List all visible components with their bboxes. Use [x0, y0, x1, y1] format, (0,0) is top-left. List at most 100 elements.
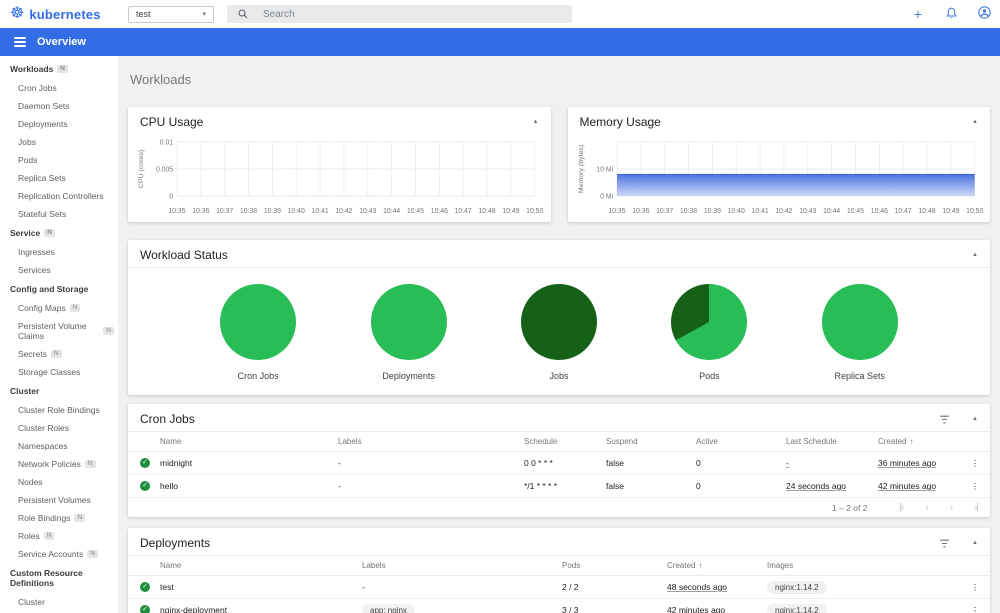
sidebar-item-cluster[interactable]: Cluster — [0, 593, 118, 611]
sidebar-item-config-maps[interactable]: Config Maps N — [0, 299, 118, 317]
sidebar-item-role-bindings[interactable]: Role Bindings N — [0, 509, 118, 527]
status-ok-icon: ✓ — [130, 605, 160, 613]
column-header-suspend[interactable]: Suspend — [606, 437, 696, 446]
image-chip: nginx:1.14.2 — [767, 580, 827, 594]
table-row: ✓ test - 2 / 2 48 seconds ago nginx:1.14.2 ⋮ — [128, 576, 990, 599]
sidebar-item-deployments[interactable]: Deployments — [0, 115, 118, 133]
column-header-schedule[interactable]: Schedule — [524, 437, 606, 446]
first-page-button[interactable]: |‹ — [899, 502, 904, 513]
column-header-labels[interactable]: Labels — [338, 437, 524, 446]
sidebar-item-network-policies[interactable]: Network Policies N — [0, 455, 118, 473]
column-header-active[interactable]: Active — [696, 437, 786, 446]
column-header-name[interactable]: Name — [160, 561, 362, 570]
row-menu-button[interactable]: ⋮ — [970, 480, 980, 491]
deployment-name-link[interactable]: test — [160, 582, 174, 592]
column-header-created[interactable]: Created ↑ — [878, 437, 962, 446]
sidebar-item-stateful-sets[interactable]: Stateful Sets — [0, 205, 118, 223]
sidebar-item-nodes[interactable]: Nodes — [0, 473, 118, 491]
sidebar-item-service-accounts[interactable]: Service Accounts N — [0, 545, 118, 563]
pie-chart-jobs[interactable] — [520, 284, 597, 360]
collapse-caret-icon[interactable]: ▲ — [972, 416, 978, 422]
sidebar-item-roles[interactable]: Roles N — [0, 527, 118, 545]
notifications-bell-icon[interactable] — [943, 6, 959, 22]
prev-page-button[interactable]: ‹ — [925, 502, 929, 513]
row-menu-button[interactable]: ⋮ — [970, 604, 980, 613]
next-page-button[interactable]: › — [949, 502, 954, 513]
deployment-name-link[interactable]: nginx-deployment — [160, 605, 228, 613]
collapse-caret-icon[interactable]: ▲ — [972, 252, 978, 258]
row-menu-button[interactable]: ⋮ — [970, 457, 980, 468]
table-header-row: Name Labels Pods Created ↑ Images — [128, 555, 990, 576]
column-header-name[interactable]: Name — [160, 437, 338, 446]
sidebar-item-jobs[interactable]: Jobs — [0, 133, 118, 151]
sidebar-section-workloads[interactable]: Workloads N — [0, 59, 118, 79]
search-icon — [238, 9, 248, 19]
column-header-created[interactable]: Created ↑ — [667, 561, 767, 570]
svg-text:10:41: 10:41 — [751, 208, 768, 215]
sidebar-item-cluster-roles[interactable]: Cluster Roles — [0, 419, 118, 437]
sidebar-item-namespaces[interactable]: Namespaces — [0, 437, 118, 455]
kubernetes-logo[interactable]: ☸ kubernetes — [10, 6, 118, 22]
collapse-caret-icon[interactable]: ▲ — [532, 119, 539, 125]
sidebar-item-daemon-sets[interactable]: Daemon Sets — [0, 97, 118, 115]
namespace-value: test — [136, 9, 151, 19]
sidebar-section-config-and-storage[interactable]: Config and Storage — [0, 279, 118, 299]
pie-chart-replica-sets[interactable] — [821, 284, 898, 360]
search-bar[interactable] — [227, 5, 572, 23]
sidebar-nav: Workloads N Cron Jobs Daemon Sets Deployment… — [0, 56, 118, 613]
sidebar-item-pods[interactable]: Pods — [0, 151, 118, 169]
search-input[interactable] — [263, 8, 523, 20]
sidebar-item-storage-classes[interactable]: Storage Classes — [0, 363, 118, 381]
pie-chart-deployments[interactable] — [370, 284, 447, 360]
sidebar-item-label: Stateful Sets — [18, 209, 67, 219]
sidebar-item-replication-controllers[interactable]: Replication Controllers — [0, 187, 118, 205]
column-header-images[interactable]: Images — [767, 561, 962, 570]
sidebar-item-cluster-role-bindings[interactable]: Cluster Role Bindings — [0, 401, 118, 419]
last-page-button[interactable]: ›| — [974, 502, 979, 513]
column-header-last-schedule[interactable]: Last Schedule — [786, 437, 878, 446]
sidebar-item-ingresses[interactable]: Ingresses — [0, 243, 118, 261]
account-user-icon[interactable] — [976, 6, 992, 22]
sidebar-item-services[interactable]: Services — [0, 261, 118, 279]
sidebar-section-label: Custom Resource Definitions — [10, 568, 83, 588]
svg-text:0.005: 0.005 — [156, 166, 173, 173]
last-schedule-value: 24 seconds ago — [786, 481, 847, 491]
cronjob-name-link[interactable]: hello — [160, 481, 178, 491]
collapse-caret-icon[interactable]: ▲ — [972, 119, 978, 125]
check-icon: ✓ — [140, 458, 150, 468]
create-plus-icon[interactable]: + — [913, 6, 923, 22]
cronjob-name-link[interactable]: midnight — [160, 458, 193, 468]
memory-usage-chart: Memory (bytes) 10:35 10:36 10:37 10:38 10:39 1… — [568, 134, 991, 225]
filter-icon[interactable] — [939, 539, 950, 548]
sidebar-section-service[interactable]: Service N — [0, 223, 118, 243]
pie-chart-cron-jobs[interactable] — [220, 284, 297, 360]
table-row: ✓ hello - */1 * * * * false 0 24 seconds ago 42… — [128, 475, 990, 498]
collapse-caret-icon[interactable]: ▲ — [972, 540, 978, 546]
sidebar-section-cluster[interactable]: Cluster — [0, 381, 118, 401]
row-menu-button[interactable]: ⋮ — [970, 581, 980, 592]
header-actions: + — [910, 0, 992, 28]
labels-cell: - — [338, 481, 341, 491]
column-header-labels[interactable]: Labels — [362, 561, 562, 570]
filter-icon[interactable] — [939, 415, 950, 424]
sidebar-section-custom-resource-definitions[interactable]: Custom Resource Definitions — [0, 563, 118, 593]
sidebar-item-persistent-volume-claims[interactable]: Persistent Volume Claims N — [0, 317, 118, 345]
sidebar-section-label: Service — [10, 228, 41, 238]
sidebar-item-replica-sets[interactable]: Replica Sets — [0, 169, 118, 187]
sidebar-item-cron-jobs[interactable]: Cron Jobs — [0, 79, 118, 97]
svg-text:10:35: 10:35 — [608, 208, 625, 215]
sidebar-item-label: Persistent Volumes — [18, 495, 91, 505]
menu-hamburger-icon[interactable] — [14, 37, 26, 47]
sidebar-item-secrets[interactable]: Secrets N — [0, 345, 118, 363]
column-header-pods[interactable]: Pods — [562, 561, 667, 570]
pie-chart-pods[interactable] — [671, 284, 748, 360]
active-cell: 0 — [696, 458, 701, 468]
namespace-select[interactable]: test ▾ — [128, 5, 214, 23]
svg-text:10:36: 10:36 — [192, 208, 209, 215]
svg-text:10:43: 10:43 — [359, 208, 376, 215]
sidebar-item-persistent-volumes[interactable]: Persistent Volumes — [0, 491, 118, 509]
svg-text:10:48: 10:48 — [478, 208, 495, 215]
pie-label: Deployments — [382, 371, 435, 381]
sidebar-section-label: Config and Storage — [10, 284, 89, 294]
table-row: ✓ midnight - 0 0 * * * false 0 - 36 minutes ago… — [128, 452, 990, 475]
